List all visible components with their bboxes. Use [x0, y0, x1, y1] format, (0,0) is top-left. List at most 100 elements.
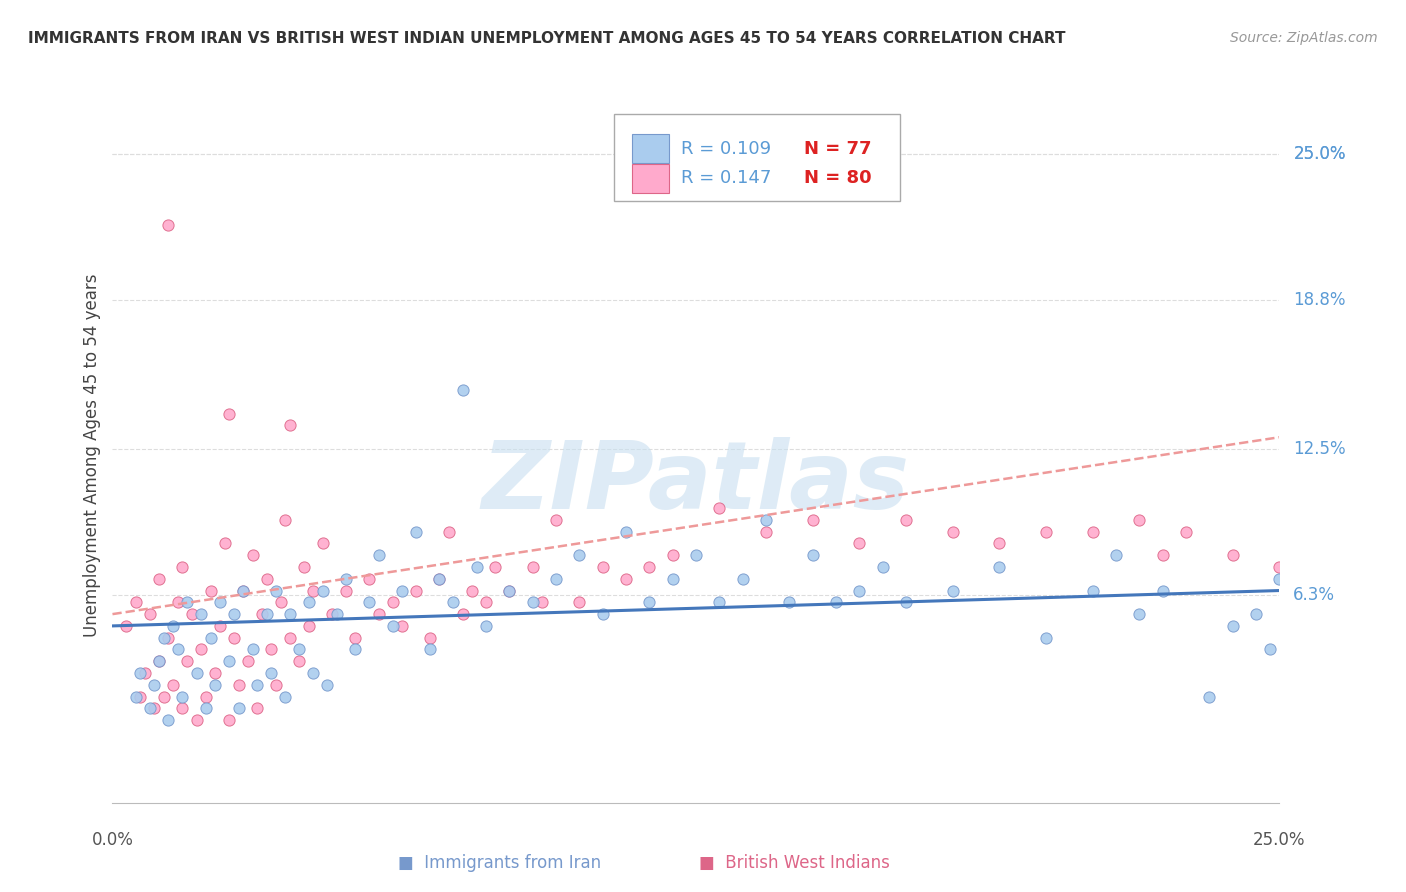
- Point: [218, 713, 240, 727]
- Point: [228, 701, 250, 715]
- Point: [172, 701, 194, 715]
- Point: [544, 513, 567, 527]
- Point: [218, 407, 240, 421]
- Text: 12.5%: 12.5%: [1294, 440, 1346, 458]
- Point: [194, 690, 217, 704]
- Point: [129, 666, 152, 681]
- Point: [1152, 548, 1174, 562]
- Point: [166, 595, 188, 609]
- Point: [731, 572, 754, 586]
- Point: [344, 631, 367, 645]
- Point: [311, 536, 333, 550]
- Text: 25.0%: 25.0%: [1294, 145, 1346, 163]
- Point: [475, 595, 498, 609]
- Point: [208, 619, 231, 633]
- Point: [134, 666, 156, 681]
- Point: [437, 524, 460, 539]
- Point: [419, 631, 441, 645]
- Point: [236, 654, 259, 668]
- Point: [367, 548, 389, 562]
- FancyBboxPatch shape: [614, 114, 900, 201]
- Point: [200, 583, 222, 598]
- Point: [1222, 548, 1244, 562]
- Point: [297, 595, 319, 609]
- Point: [190, 607, 212, 621]
- Point: [278, 631, 301, 645]
- Point: [153, 631, 176, 645]
- Point: [709, 500, 731, 515]
- Point: [270, 595, 292, 609]
- Point: [222, 607, 245, 621]
- Point: [661, 572, 683, 586]
- Point: [405, 583, 427, 598]
- Point: [614, 524, 637, 539]
- Point: [148, 654, 170, 668]
- Point: [139, 701, 162, 715]
- Point: [153, 690, 176, 704]
- Point: [451, 383, 474, 397]
- Point: [204, 678, 226, 692]
- Point: [292, 560, 315, 574]
- Point: [391, 619, 413, 633]
- Point: [260, 642, 283, 657]
- Text: ZIPatlas: ZIPatlas: [482, 437, 910, 529]
- Point: [614, 572, 637, 586]
- Point: [1081, 583, 1104, 598]
- Point: [256, 607, 278, 621]
- Point: [391, 583, 413, 598]
- Point: [1152, 583, 1174, 598]
- Point: [246, 701, 269, 715]
- Point: [825, 595, 848, 609]
- Point: [321, 607, 343, 621]
- Text: 25.0%: 25.0%: [1294, 145, 1346, 163]
- Point: [242, 548, 264, 562]
- Point: [186, 666, 208, 681]
- Point: [988, 536, 1011, 550]
- Point: [592, 607, 614, 621]
- Text: IMMIGRANTS FROM IRAN VS BRITISH WEST INDIAN UNEMPLOYMENT AMONG AGES 45 TO 54 YEA: IMMIGRANTS FROM IRAN VS BRITISH WEST IND…: [28, 31, 1066, 46]
- Point: [1035, 631, 1057, 645]
- Point: [1198, 690, 1220, 704]
- Point: [848, 536, 870, 550]
- Point: [359, 572, 381, 586]
- Point: [592, 560, 614, 574]
- Point: [204, 666, 226, 681]
- Point: [568, 548, 591, 562]
- Point: [218, 654, 240, 668]
- Point: [228, 678, 250, 692]
- Point: [335, 583, 357, 598]
- Point: [894, 513, 917, 527]
- Point: [848, 583, 870, 598]
- Point: [143, 678, 166, 692]
- Y-axis label: Unemployment Among Ages 45 to 54 years: Unemployment Among Ages 45 to 54 years: [83, 273, 101, 637]
- Point: [894, 595, 917, 609]
- Point: [1268, 560, 1291, 574]
- Point: [162, 678, 184, 692]
- Point: [568, 595, 591, 609]
- Point: [661, 548, 683, 562]
- Point: [246, 678, 269, 692]
- Text: R = 0.147: R = 0.147: [681, 169, 770, 187]
- Point: [755, 513, 778, 527]
- Point: [186, 713, 208, 727]
- Text: N = 80: N = 80: [804, 169, 872, 187]
- Point: [988, 560, 1011, 574]
- Point: [522, 595, 544, 609]
- Point: [1258, 642, 1281, 657]
- Point: [143, 701, 166, 715]
- Point: [180, 607, 202, 621]
- Point: [278, 418, 301, 433]
- Point: [755, 524, 778, 539]
- Point: [1268, 572, 1291, 586]
- Point: [157, 218, 180, 232]
- Point: [325, 607, 347, 621]
- Point: [1128, 607, 1150, 621]
- Point: [475, 619, 498, 633]
- Point: [451, 607, 474, 621]
- Point: [1222, 619, 1244, 633]
- Point: [1244, 607, 1267, 621]
- Point: [427, 572, 450, 586]
- Point: [172, 560, 194, 574]
- Point: [316, 678, 339, 692]
- Point: [638, 560, 661, 574]
